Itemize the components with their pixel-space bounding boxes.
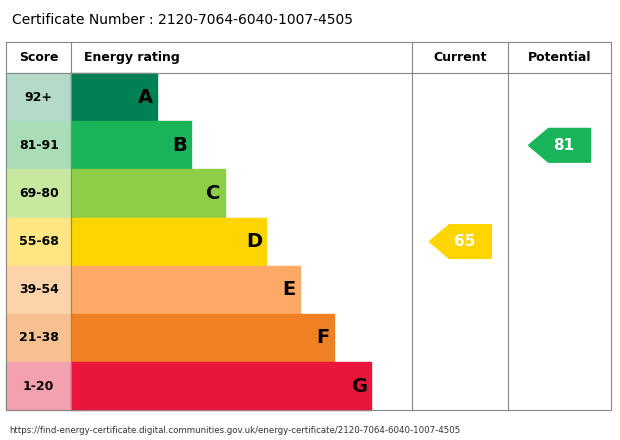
Bar [71,314,334,362]
Bar [71,217,266,266]
Text: 55-68: 55-68 [19,235,59,248]
Text: C: C [206,184,221,203]
Text: Certificate Number : 2120-7064-6040-1007-4505: Certificate Number : 2120-7064-6040-1007… [12,13,353,27]
Bar [6,314,71,362]
Bar [6,217,71,266]
Bar [71,121,191,169]
Text: 81: 81 [553,138,574,153]
Text: 39-54: 39-54 [19,283,59,296]
Text: A: A [138,88,153,106]
Bar [71,362,371,410]
Text: 81-91: 81-91 [19,139,59,152]
Text: 1-20: 1-20 [23,380,55,392]
Bar [71,266,300,314]
Text: Energy rating: Energy rating [84,51,179,64]
Text: Score: Score [19,51,58,64]
Text: 65: 65 [454,234,475,249]
Polygon shape [429,225,491,258]
Bar [71,169,225,217]
Bar [6,121,71,169]
Text: Potential: Potential [528,51,591,64]
Bar [6,362,71,410]
Text: D: D [246,232,263,251]
Bar [6,169,71,217]
Text: 92+: 92+ [25,91,53,104]
Polygon shape [528,128,590,162]
Text: 69-80: 69-80 [19,187,59,200]
Text: E: E [282,280,295,299]
Text: https://find-energy-certificate.digital.communities.gov.uk/energy-certificate/21: https://find-energy-certificate.digital.… [9,426,461,435]
Bar [6,73,71,121]
Text: G: G [352,377,368,396]
Text: Current: Current [433,51,487,64]
Bar [6,266,71,314]
Bar [71,73,156,121]
Text: 21-38: 21-38 [19,331,59,345]
Text: B: B [172,136,187,155]
Text: F: F [316,328,329,347]
